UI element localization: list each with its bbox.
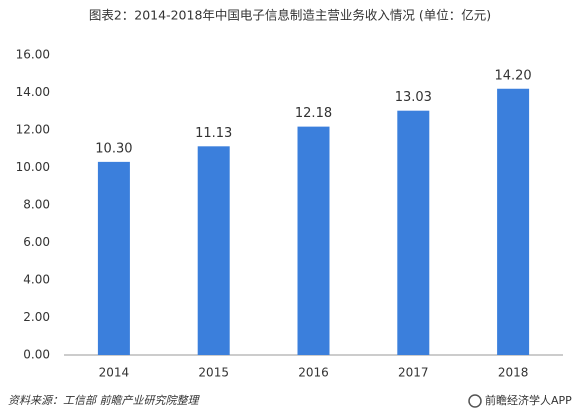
chart-title: 图表2：2014-2018年中国电子信息制造主营业务收入情况 (单位：亿元) xyxy=(89,8,491,23)
y-tick-label: 0.00 xyxy=(23,348,50,362)
bar xyxy=(297,126,330,355)
value-label: 10.30 xyxy=(95,141,132,156)
x-tick-label: 2014 xyxy=(99,366,130,380)
value-label: 12.18 xyxy=(295,106,332,121)
y-tick-label: 12.00 xyxy=(16,123,50,137)
bar xyxy=(497,88,530,355)
y-tick-label: 4.00 xyxy=(23,273,50,287)
value-label: 11.13 xyxy=(195,126,232,141)
value-label: 14.20 xyxy=(494,68,531,83)
brand-label: 前瞻经济学人APP xyxy=(485,393,572,407)
bar xyxy=(97,161,130,355)
y-tick-label: 10.00 xyxy=(16,160,50,174)
x-tick-label: 2018 xyxy=(498,366,529,380)
bar xyxy=(197,146,230,355)
y-tick-label: 8.00 xyxy=(23,198,50,212)
x-tick-label: 2017 xyxy=(398,366,429,380)
y-tick-label: 16.00 xyxy=(16,48,50,62)
value-label: 13.03 xyxy=(395,90,432,105)
source-note: 资料来源：工信部 前瞻产业研究院整理 xyxy=(8,394,200,407)
bar xyxy=(397,110,430,355)
y-tick-label: 2.00 xyxy=(23,310,50,324)
brand-icon xyxy=(468,394,482,408)
x-tick-label: 2015 xyxy=(198,366,229,380)
x-tick-label: 2016 xyxy=(298,366,329,380)
y-tick-label: 6.00 xyxy=(23,235,50,249)
y-tick-label: 14.00 xyxy=(16,85,50,99)
